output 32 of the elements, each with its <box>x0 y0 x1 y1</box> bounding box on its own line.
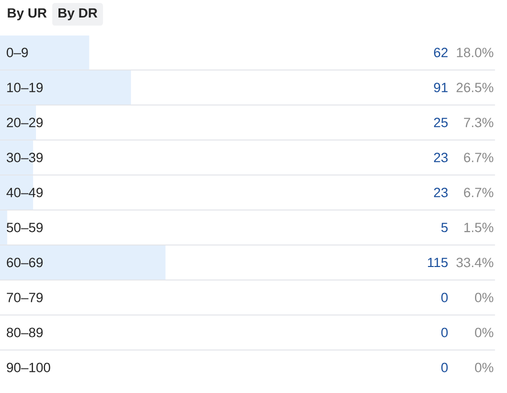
y-tick-label: 40–49 <box>6 188 43 198</box>
text: 6.7% <box>464 152 494 162</box>
data-label: 5 <box>441 222 448 232</box>
data-label: 23 <box>434 152 448 162</box>
text: 0% <box>475 362 494 372</box>
text: 6.7% <box>464 188 494 198</box>
y-tick-label: 30–39 <box>6 152 43 162</box>
y-tick-label: 0–9 <box>6 48 28 58</box>
data-label: 23 <box>434 188 448 198</box>
text: 18.0% <box>456 48 494 58</box>
data-label: 91 <box>434 82 448 92</box>
text: 33.4% <box>456 258 494 268</box>
text: 26.5% <box>456 82 494 92</box>
y-tick-label: 20–29 <box>6 118 43 128</box>
text: 7.3% <box>464 118 494 128</box>
y-tick-label: 80–89 <box>6 328 43 338</box>
y-tick-label: 60–69 <box>6 258 43 268</box>
data-label: 25 <box>434 118 448 128</box>
text: 0% <box>475 292 494 302</box>
data-label: 62 <box>434 48 448 58</box>
text: 0% <box>475 328 494 338</box>
y-tick-label: 10–19 <box>7 82 43 92</box>
data-label: 0 <box>441 292 448 302</box>
data-label: 0 <box>441 362 448 372</box>
text: By UR <box>8 8 47 20</box>
data-label: 0 <box>441 328 448 338</box>
y-tick-label: 50–59 <box>6 222 43 232</box>
text: By DR <box>58 8 98 20</box>
y-tick-label: 70–79 <box>6 292 43 302</box>
y-tick-label: 90–100 <box>6 362 50 372</box>
text: 1.5% <box>464 222 494 232</box>
data-label: 115 <box>428 258 448 268</box>
